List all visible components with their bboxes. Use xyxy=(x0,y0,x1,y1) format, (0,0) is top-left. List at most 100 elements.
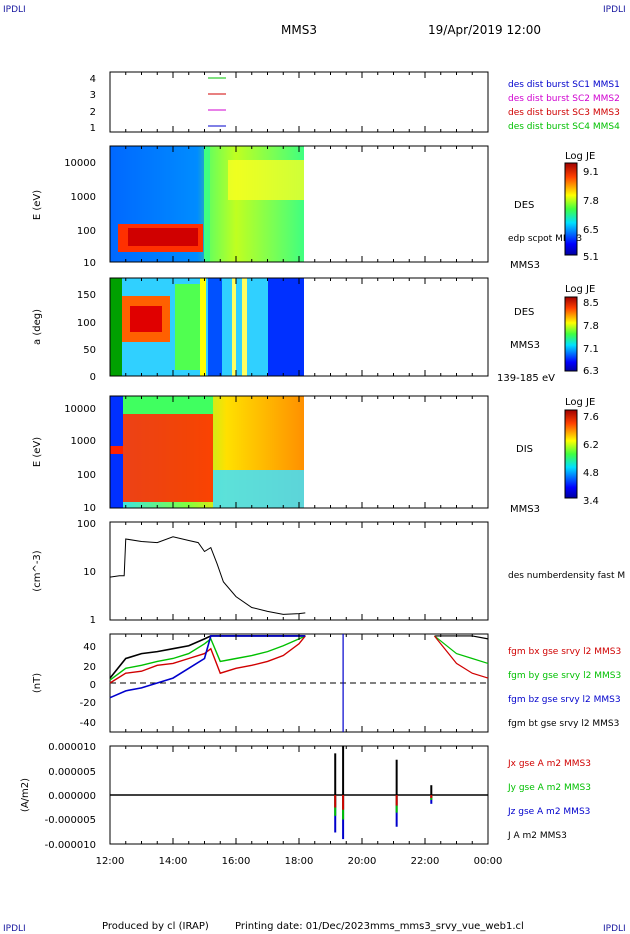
y-axis-label: (A/m2) xyxy=(20,778,31,812)
bx-line xyxy=(109,635,306,684)
sc-label: MMS3 xyxy=(510,260,540,271)
tick-label: 4 xyxy=(90,74,96,85)
tick-label: 1000 xyxy=(71,436,96,447)
current-spikes xyxy=(334,746,433,840)
burst-label-sc4: des dist burst SC4 MMS4 xyxy=(508,122,620,132)
panel-dis-energy: 10000 1000 100 10 E (eV) DIS MMS3 Log JE… xyxy=(32,395,599,515)
colorbar xyxy=(564,409,578,499)
time-axis: 12:00 14:00 16:00 18:00 20:00 22:00 00:0… xyxy=(96,856,503,867)
colorbar-tick: 9.1 xyxy=(583,167,599,178)
colorbar-tick: 7.8 xyxy=(583,321,599,332)
tick-label: 10 xyxy=(83,258,96,269)
des-pitch-right xyxy=(268,278,304,376)
colorbar xyxy=(564,296,578,372)
time-tick: 18:00 xyxy=(285,856,314,867)
colorbar-tick: 3.4 xyxy=(583,496,599,507)
tick-label: 0.000005 xyxy=(48,767,96,778)
time-tick: 16:00 xyxy=(222,856,251,867)
des-energy-yellow-patch xyxy=(228,160,304,200)
sc-label: MMS3 xyxy=(510,504,540,515)
panel-current: 0.000010 0.000005 0.000000 -0.000005 -0.… xyxy=(20,742,591,851)
tick-label: -20 xyxy=(80,698,96,709)
by-line-late xyxy=(434,635,489,664)
panel-density-frame xyxy=(109,521,489,621)
tick-label: 100 xyxy=(77,519,96,530)
by-legend: fgm by gse srvy l2 MMS3 xyxy=(508,671,621,681)
y-axis-label: E (eV) xyxy=(32,190,43,220)
y-axis-label: a (deg) xyxy=(32,309,43,345)
des-label: DES xyxy=(514,307,534,318)
tick-label: 10 xyxy=(83,567,96,578)
time-tick: 00:00 xyxy=(474,856,503,867)
ipdli-bottom-left: IPDLI xyxy=(3,924,26,934)
spacecraft-title: MMS3 xyxy=(281,23,317,37)
colorbar-tick: 4.8 xyxy=(583,468,599,479)
dis-energy-left-band xyxy=(110,446,123,454)
ipdli-top-right: IPDLI xyxy=(603,5,626,15)
colorbar-title: Log JE xyxy=(565,284,595,295)
footer-filename: mms_mms3_srvy_vue_web1.cl xyxy=(370,921,524,932)
colorbar-tick: 7.1 xyxy=(583,344,599,355)
time-tick: 22:00 xyxy=(411,856,440,867)
tick-label: -0.000005 xyxy=(45,815,96,826)
dis-label: DIS xyxy=(516,444,533,455)
y-axis-label: (nT) xyxy=(32,673,43,693)
tick-label: 0 xyxy=(90,372,96,383)
tick-label: 100 xyxy=(77,470,96,481)
jx-legend: Jx gse A m2 MMS3 xyxy=(507,759,591,769)
tick-label: 0.000010 xyxy=(48,742,96,753)
colorbar-tick: 6.2 xyxy=(583,440,599,451)
burst-label-sc2: des dist burst SC2 MMS2 xyxy=(508,94,620,104)
dis-energy-red-region xyxy=(123,412,213,502)
bt-line-late xyxy=(434,635,489,640)
sc-label: MMS3 xyxy=(510,340,540,351)
tick-label: 0.000000 xyxy=(48,791,96,802)
des-pitch-left xyxy=(110,278,122,376)
des-pitch-blue xyxy=(208,278,222,376)
density-line xyxy=(109,536,306,615)
des-pitch-green xyxy=(175,284,201,370)
tick-label: -40 xyxy=(80,718,96,729)
bt-legend: fgm bt gse srvy l2 MMS3 xyxy=(508,719,619,729)
tick-label: 2 xyxy=(90,107,96,118)
tick-label: 1 xyxy=(90,123,96,134)
footer-printing-date: Printing date: 01/Dec/2023 xyxy=(235,921,370,932)
panel-field: 40 20 0 -20 -40 (nT) fgm bx gse srvy l2 … xyxy=(32,633,621,733)
dis-energy-top-green xyxy=(123,396,213,414)
des-pitch-stripe xyxy=(242,278,247,376)
tick-label: 50 xyxy=(83,345,96,356)
tick-label: 3 xyxy=(90,90,96,101)
time-tick: 12:00 xyxy=(96,856,125,867)
energy-range-label: 139-185 eV xyxy=(497,373,555,384)
edp-label: edp scpot MMS3 xyxy=(508,234,582,244)
bz-legend: fgm bz gse srvy l2 MMS3 xyxy=(508,695,621,705)
ipdli-bottom-right: IPDLI xyxy=(603,924,626,934)
colorbar-tick: 7.6 xyxy=(583,412,599,423)
tick-label: -0.000010 xyxy=(45,840,96,851)
j-legend: J A m2 MMS3 xyxy=(507,831,567,841)
footer-credit: Produced by cl (IRAP) xyxy=(102,921,209,932)
tick-label: 10000 xyxy=(64,404,96,415)
colorbar-tick: 6.3 xyxy=(583,366,599,377)
tick-label: 150 xyxy=(77,290,96,301)
time-tick: 14:00 xyxy=(159,856,188,867)
y-axis-label: (cm^-3) xyxy=(32,550,43,591)
colorbar-tick: 7.8 xyxy=(583,196,599,207)
bx-line-late xyxy=(433,635,489,679)
tick-label: 100 xyxy=(77,318,96,329)
tick-label: 20 xyxy=(83,662,96,673)
colorbar xyxy=(564,162,578,256)
tick-label: 40 xyxy=(83,642,96,653)
bx-legend: fgm bx gse srvy l2 MMS3 xyxy=(508,647,621,657)
colorbar-tick: 6.5 xyxy=(583,225,599,236)
panel-burst-frame xyxy=(109,71,489,133)
des-energy-core-band xyxy=(128,228,198,246)
burst-label-sc1: des dist burst SC1 MMS1 xyxy=(508,80,620,90)
tick-marks xyxy=(109,72,489,844)
burst-label-sc3: des dist burst SC3 MMS3 xyxy=(508,108,620,118)
jy-legend: Jy gse A m2 MMS3 xyxy=(507,783,591,793)
des-pitch-stripe xyxy=(232,278,236,376)
ipdli-top-left: IPDLI xyxy=(3,5,26,15)
tick-label: 10 xyxy=(83,503,96,514)
